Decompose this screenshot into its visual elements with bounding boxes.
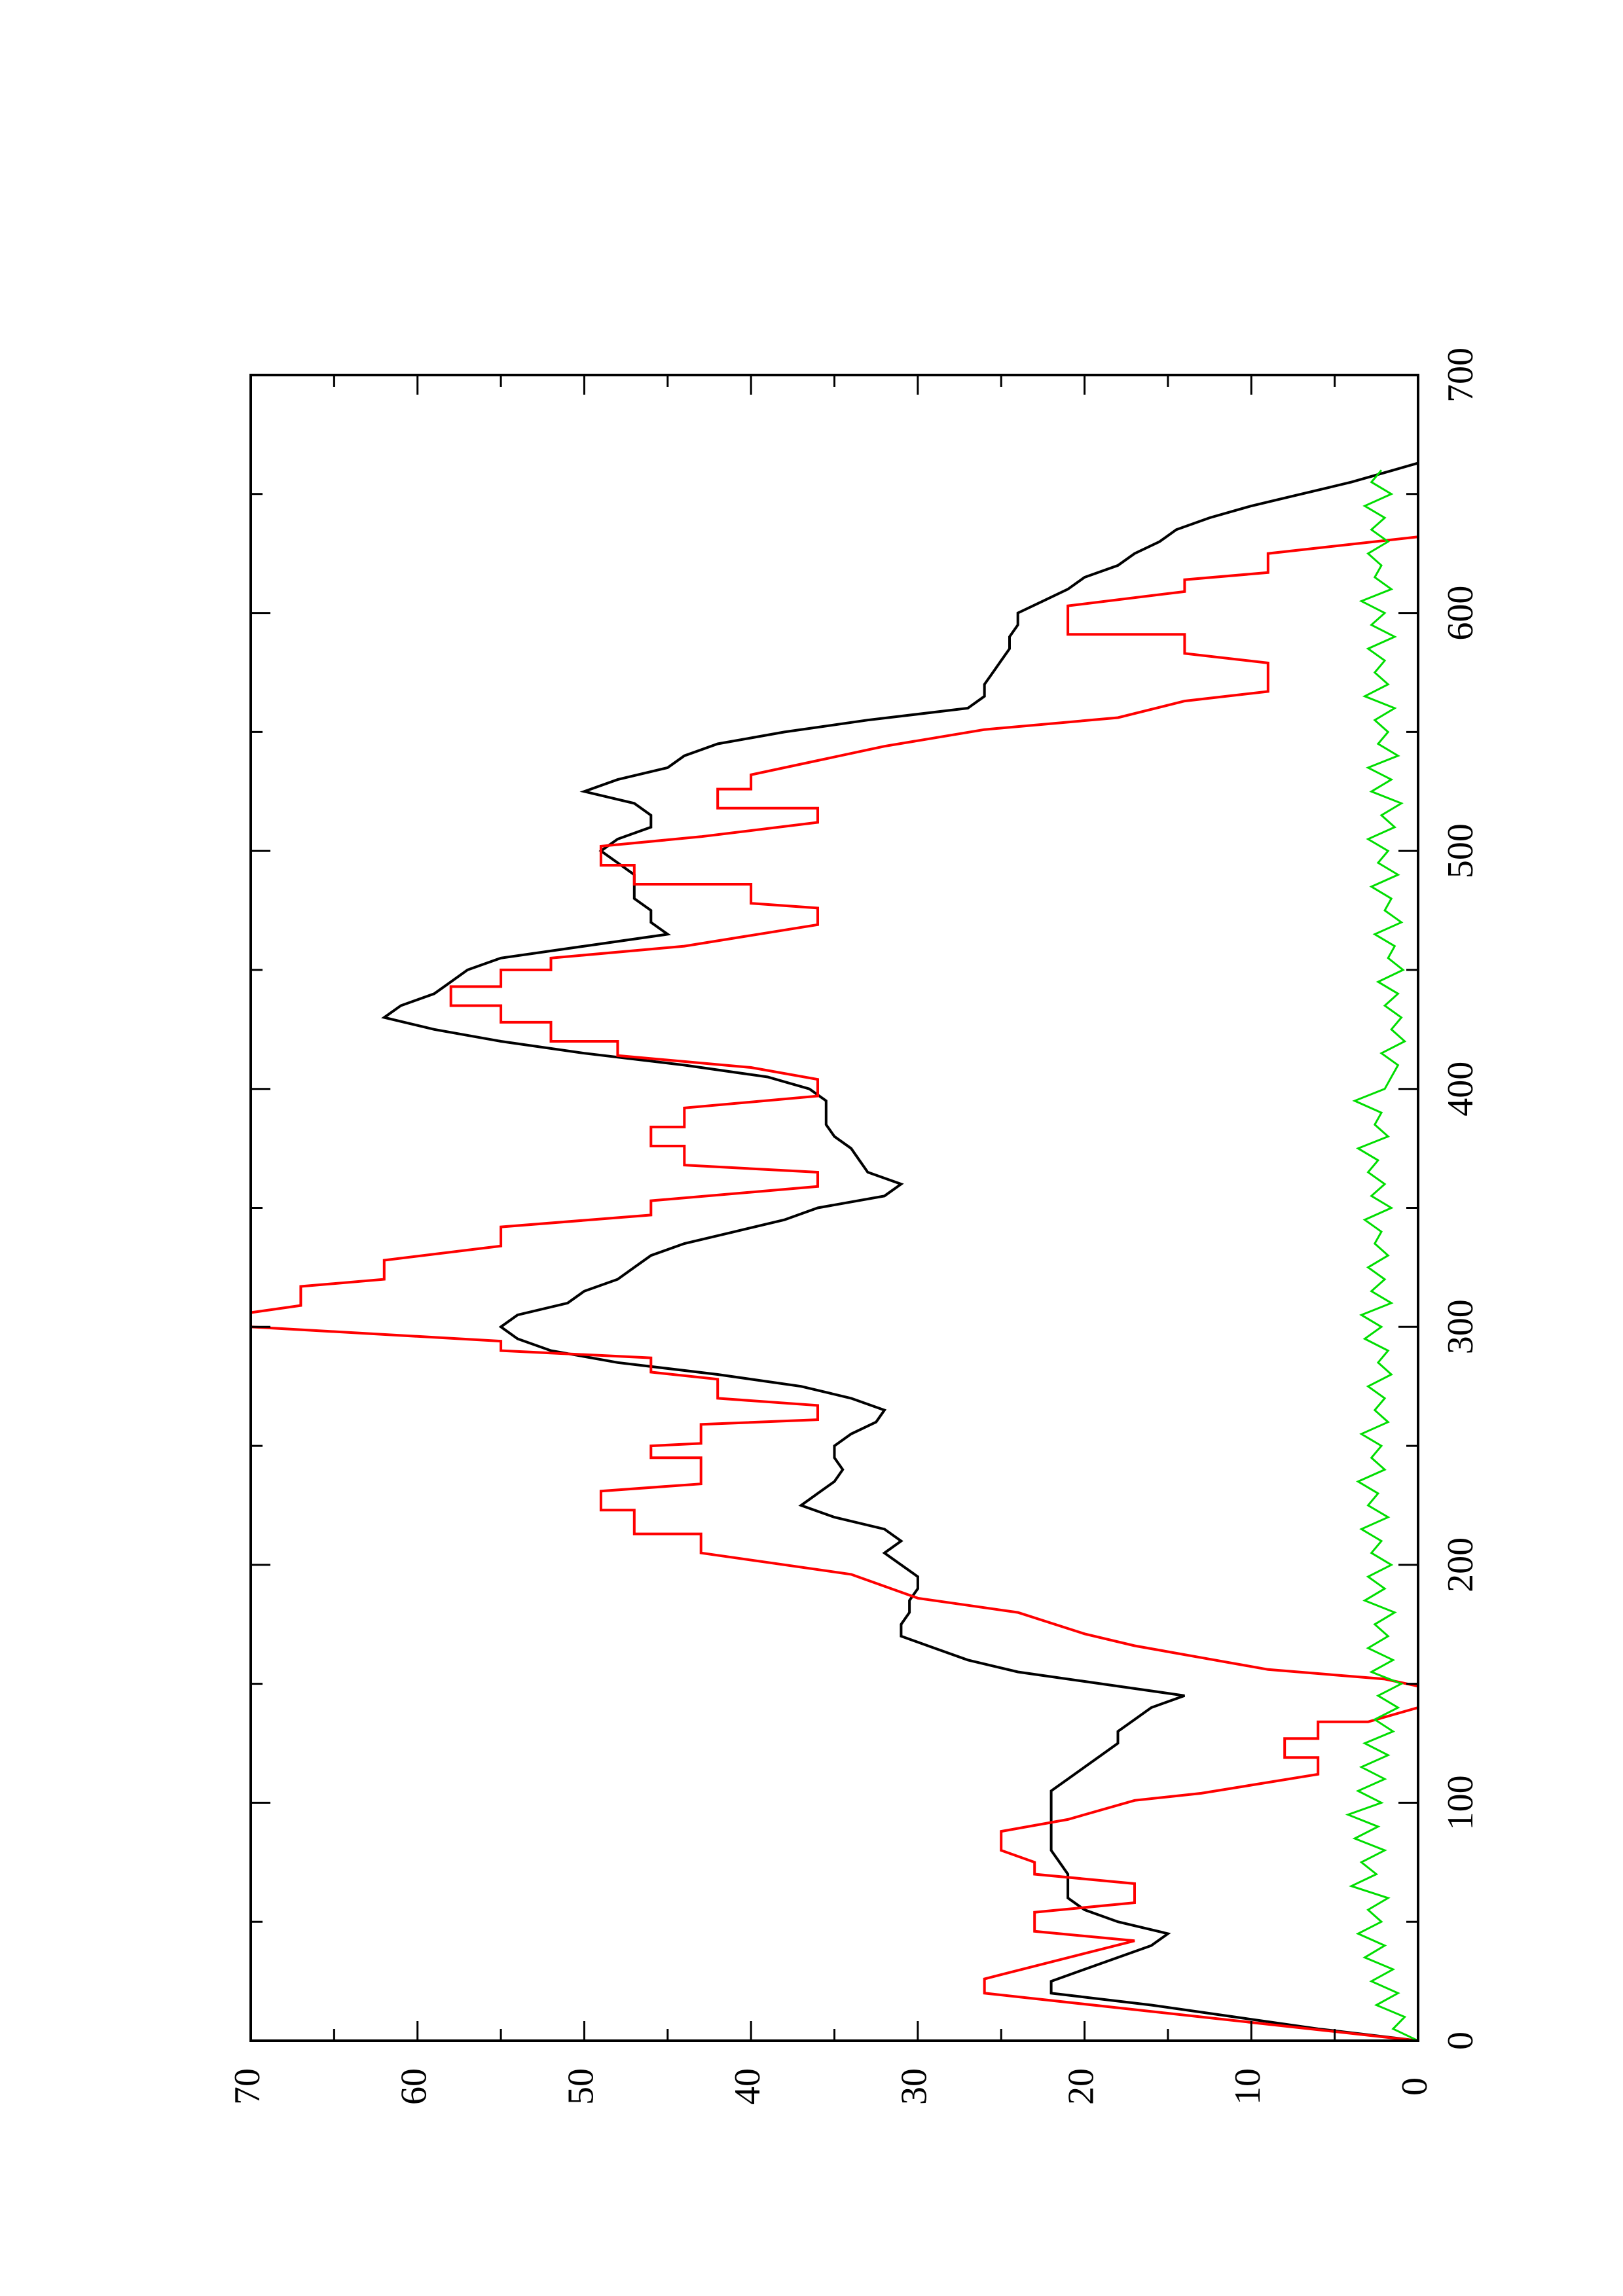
y-tick-label: 30	[894, 2068, 935, 2105]
series-line-2	[249, 470, 1419, 2042]
y-tick-label: 20	[1061, 2068, 1101, 2105]
series-line-1	[381, 461, 1419, 2042]
y-tick-label: 50	[560, 2068, 601, 2105]
labels-layer: 0 100 200 300 400 500 600 700 0 10 20 30 40 50 60 70	[227, 348, 1481, 2105]
x-tick-label: 400	[1440, 1062, 1481, 1117]
x-tick-label: 300	[1440, 1299, 1481, 1354]
y-tick-label: 10	[1228, 2068, 1268, 2105]
plot-frame	[249, 374, 1419, 2042]
ticks-layer	[249, 374, 1419, 2042]
x-tick-label: 600	[1440, 586, 1481, 641]
x-tick-label: 700	[1440, 348, 1481, 403]
series-layer	[249, 461, 1419, 2042]
y-tick-label: 60	[394, 2068, 435, 2105]
y-tick-label: 0	[1395, 2077, 1435, 2096]
y-tick-label: 40	[727, 2068, 768, 2105]
y-tick-label: 70	[227, 2068, 268, 2105]
series-line-3	[1345, 469, 1419, 2042]
x-tick-label: 200	[1440, 1537, 1481, 1592]
x-tick-label: 100	[1440, 1775, 1481, 1830]
x-tick-label: 0	[1440, 2032, 1481, 2050]
x-tick-label: 500	[1440, 823, 1481, 878]
